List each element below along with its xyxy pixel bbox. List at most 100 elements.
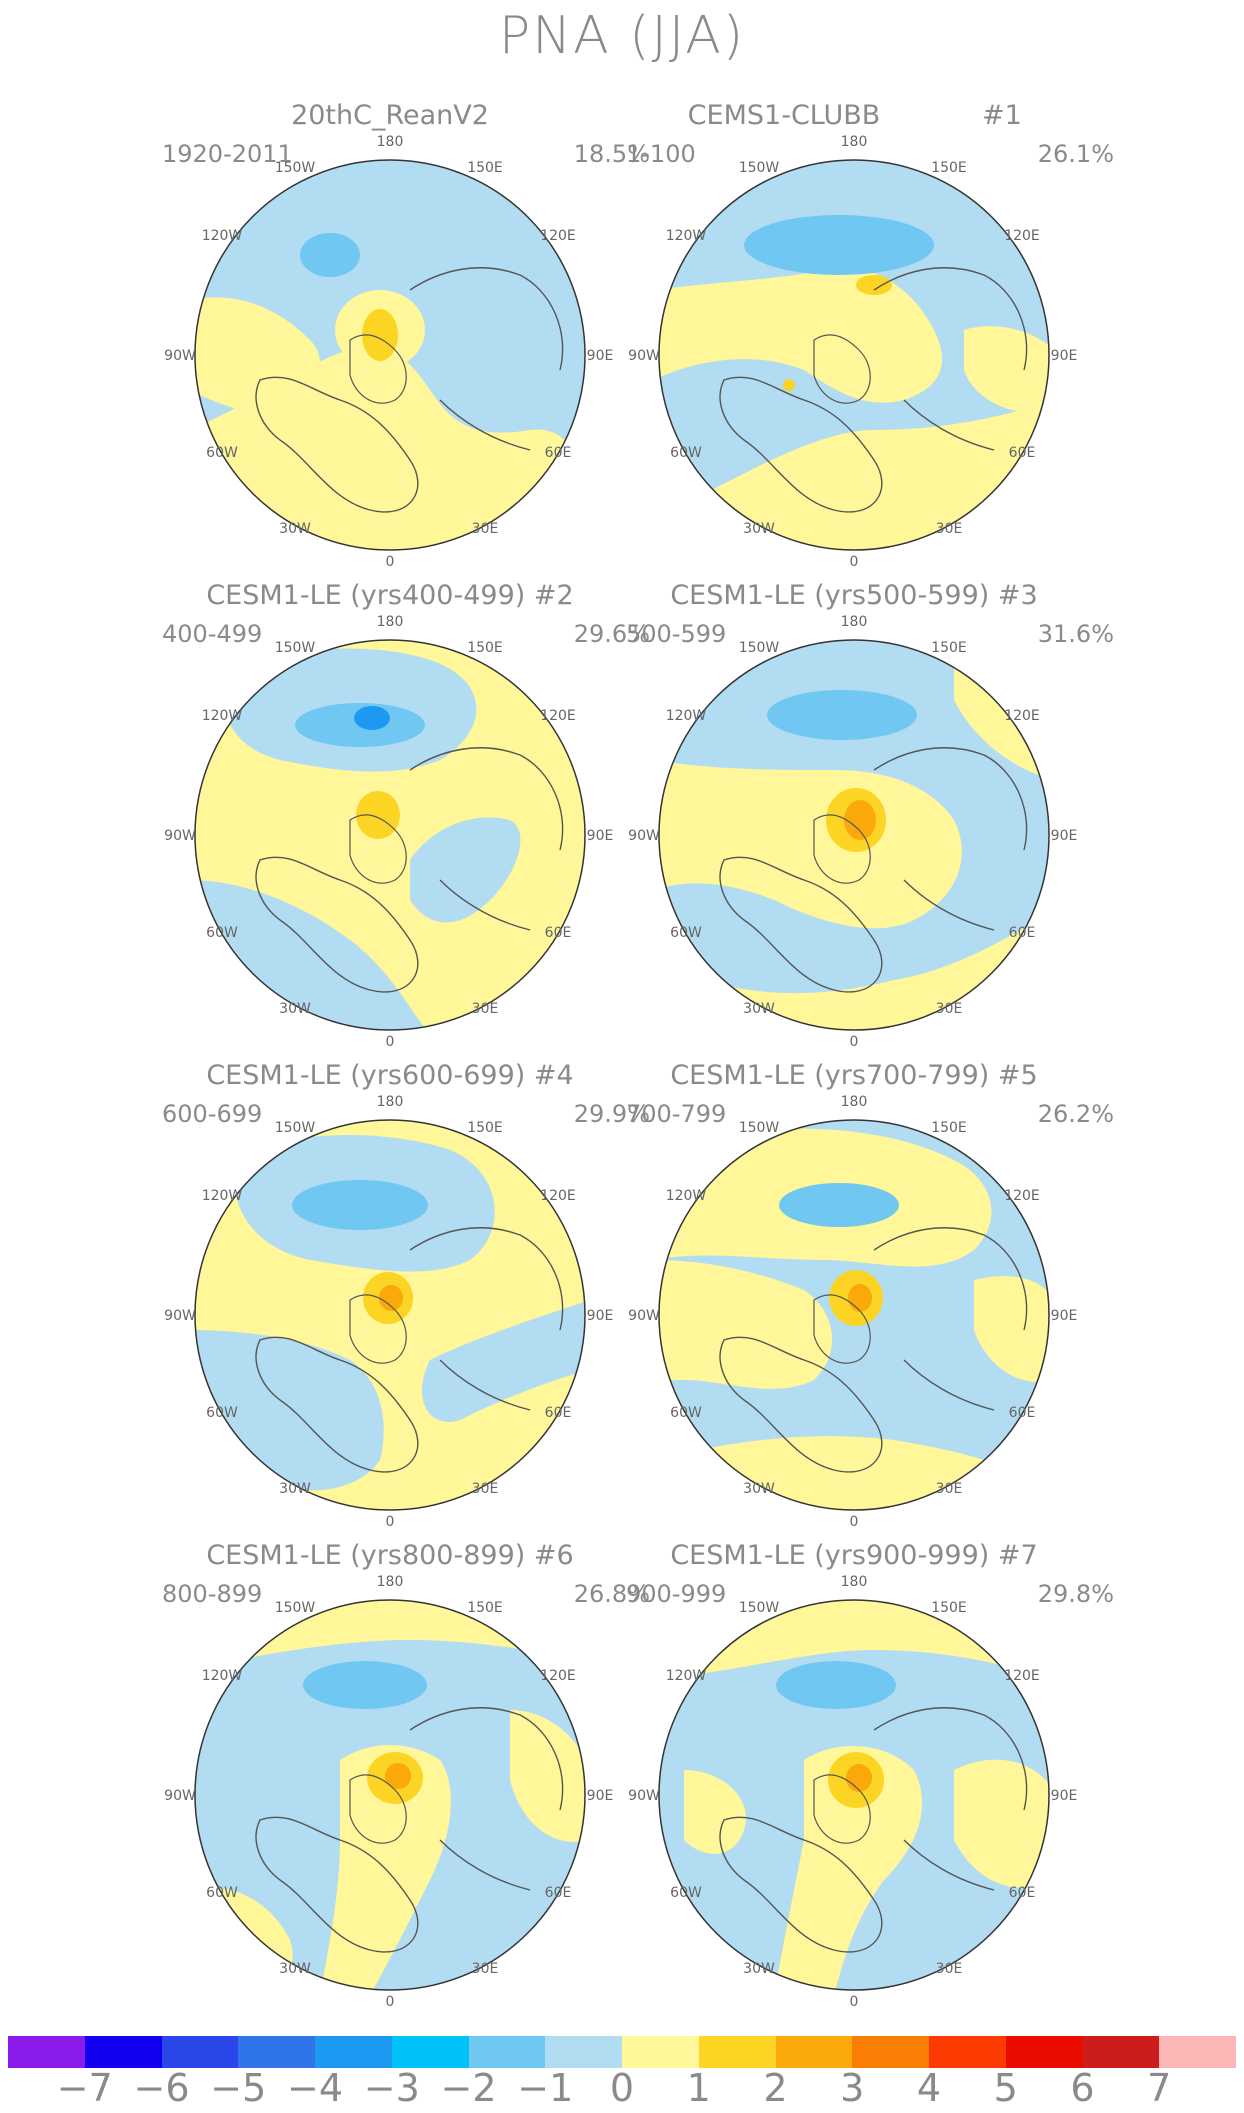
colorbar-tick-label: 7 [1147,2066,1172,2110]
lon-label: 150E [931,1600,967,1616]
colorbar-tick-label: −5 [210,2066,267,2110]
polar-map: 180 150E 120E 90E 60E 30E 0 30W 60W 90W … [628,134,1077,570]
colorbar-tick-label: 5 [993,2066,1018,2110]
polar-map: 180 150E 120E 90E 60E 30E 0 30W 60W 90W … [164,134,614,570]
lon-label: 150E [467,1120,503,1136]
lon-label: 0 [386,1994,395,2010]
coastline [813,1774,871,1844]
lon-label: 30E [472,521,499,537]
lon-label: 180 [377,614,404,630]
colorbar-tick-label: 6 [1070,2066,1095,2110]
panel-period: 600-699 [162,1100,263,1128]
lon-label: 150E [931,160,967,176]
lon-label: 120W [666,1668,707,1684]
colorbar-tick-label: 0 [609,2066,635,2110]
lon-label: 120E [540,708,576,724]
map-boundary [658,159,1050,551]
map-panel: CESM1-LE (yrs500-599) #3 500-599 31.6% 1… [574,580,1134,1060]
lon-label: 90E [1051,1788,1078,1804]
lon-label: 60E [1009,1885,1036,1901]
lon-label: 30W [743,521,775,537]
panel-period: 900-999 [626,1580,727,1608]
lon-label: 60W [670,1885,702,1901]
map-panel: CESM1-LE (yrs600-699) #4 600-699 29.9% 1… [110,1060,670,1540]
lon-label: 150E [931,640,967,656]
anomaly-center [846,1764,872,1792]
polar-map: 180 150E 120E 90E 60E 30E 0 30W 60W 90W … [164,614,613,1050]
lon-label: 120E [540,228,576,244]
panel-period: 800-899 [162,1580,263,1608]
lon-label: 120W [202,1668,243,1684]
colorbar-swatch [315,2036,392,2068]
lon-label: 30E [936,1961,963,1977]
positive-anomaly-region [195,297,321,413]
lon-label: 150E [467,1600,503,1616]
lon-label: 60E [545,1885,572,1901]
lon-label: 90W [164,1308,196,1324]
coastline [873,1707,1028,1891]
colorbar-labels: −7 −6 −5 −4 −3 −2 −1 0 1 2 3 4 5 6 7 [8,2066,1236,2112]
lon-label: 30W [743,1961,775,1977]
lon-label: 150E [467,640,503,656]
lon-label: 150E [931,1120,967,1136]
lon-label: 120E [1004,708,1040,724]
lon-label: 90E [1051,1308,1078,1324]
coastline [255,856,419,993]
lon-label: 90W [628,348,660,364]
lon-label: 0 [850,1994,859,2010]
panel-variance: 18.5% [573,140,650,168]
coastline [813,1294,871,1364]
positive-anomaly-region [774,1746,922,1990]
panel-period: 1-100 [626,140,696,168]
lon-label: 60E [545,445,572,461]
lon-label: 0 [850,1034,859,1050]
coastline [409,1227,564,1411]
lon-label: 150W [739,160,780,176]
coastline [349,1774,407,1844]
colorbar-swatch [698,2036,776,2068]
anomaly-center [385,1763,411,1789]
positive-anomaly-region [974,1276,1049,1382]
panel-title: CESM1-LE (yrs500-599) #3 [670,580,1038,611]
lon-label: 90W [628,1308,660,1324]
lon-label: 90W [164,828,196,844]
anomaly-center [354,706,390,730]
lon-label: 90E [1051,828,1078,844]
colorbar-tick-label: −6 [133,2066,190,2110]
coastline [349,814,407,884]
lon-label: 150W [739,1600,780,1616]
anomaly-center [303,1661,427,1709]
lon-label: 60W [670,1405,702,1421]
coastline [409,747,564,931]
colorbar-swatch [775,2036,853,2068]
polar-map: 180 150E 120E 90E 60E 30E 0 30W 60W 90W … [628,1094,1078,1530]
positive-anomaly-region [659,1260,832,1389]
lon-label: 150W [275,1120,316,1136]
map-panel: CESM1-LE (yrs900-999) #7 900-999 29.8% 1… [574,1540,1134,2020]
coastline [873,747,1028,931]
panel-number: #1 [982,100,1022,131]
colorbar-swatch [1005,2036,1083,2068]
lon-label: 90E [587,348,614,364]
lon-label: 60E [1009,1405,1036,1421]
lon-label: 120E [1004,228,1040,244]
colorbar [8,2036,1236,2068]
lon-label: 60W [670,925,702,941]
anomaly-center [783,379,795,391]
lon-label: 120W [666,708,707,724]
coastline [255,1336,419,1473]
polar-map: 180 150E 120E 90E 60E 30E 0 30W 60W 90W … [628,1574,1078,2010]
map-boundary [658,1599,1050,1991]
anomaly-center [767,690,917,740]
lon-label: 180 [841,1574,868,1590]
panel-title: CESM1-LE (yrs700-799) #5 [670,1060,1038,1091]
panel-period: 400-499 [162,620,263,648]
panel-title: CEMS1-CLUBB [687,100,881,131]
lon-label: 120W [666,228,707,244]
coastline [813,814,871,884]
coastline [349,1294,407,1364]
lon-label: 90E [587,1308,614,1324]
anomaly-center [300,233,360,277]
lon-label: 60W [206,1885,238,1901]
map-panel: CESM1-LE (yrs400-499) #2 400-499 29.6% 1… [110,580,670,1060]
